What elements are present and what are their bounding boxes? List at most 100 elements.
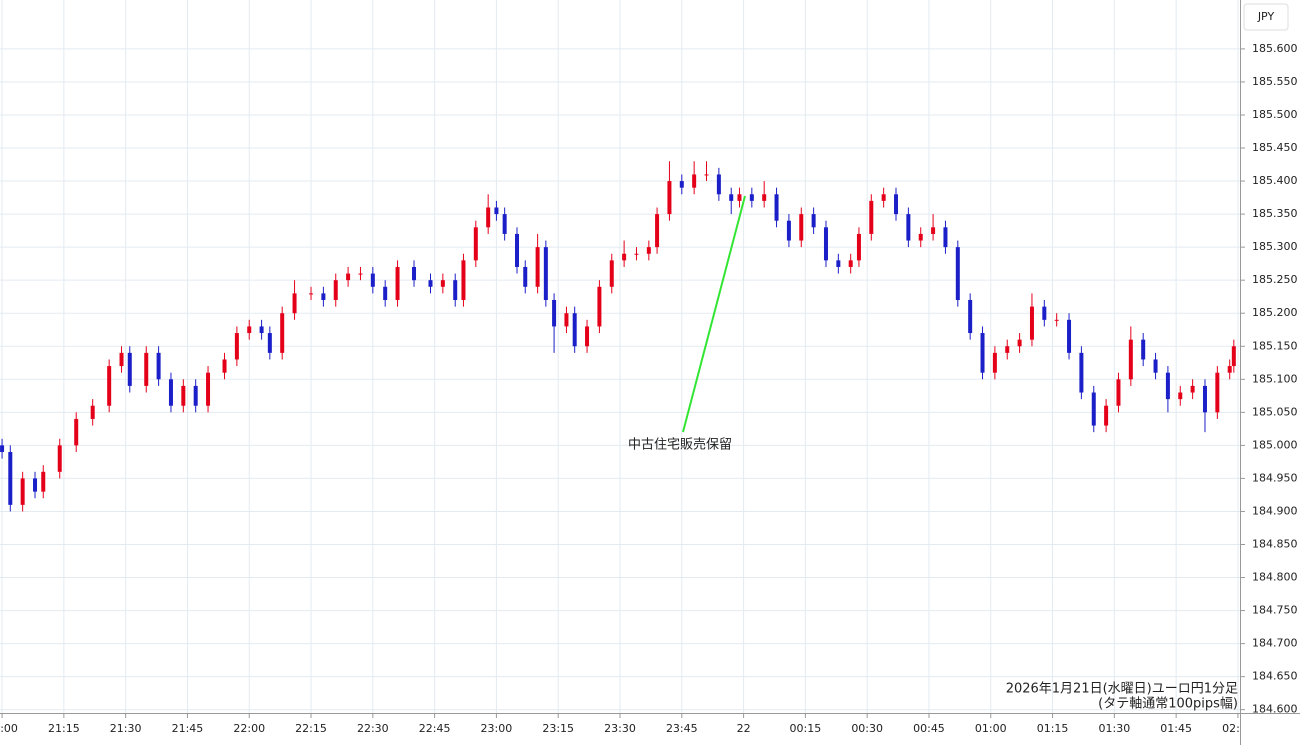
- candle-body: [634, 253, 639, 255]
- x-tick-label: 22:15: [295, 722, 327, 735]
- candle-body: [0, 445, 5, 452]
- candle-body: [1190, 385, 1195, 393]
- x-tick-label: 21:15: [48, 722, 80, 735]
- x-tick-label: 01:15: [1037, 722, 1069, 735]
- x-tick-label: 23:30: [604, 722, 636, 735]
- candle-body: [502, 214, 507, 234]
- candle-body: [193, 385, 198, 406]
- annotation-pointer: [682, 195, 746, 433]
- candle-body: [1202, 385, 1207, 413]
- candle-body: [655, 214, 660, 248]
- x-tick-label: 21:00: [0, 722, 18, 735]
- candle-body: [774, 194, 779, 221]
- annotation: 中古住宅販売保留: [628, 437, 732, 453]
- y-tick-label: 184.800: [1252, 571, 1298, 584]
- y-tick-label: 185.400: [1252, 174, 1298, 187]
- x-tick-label: 01:30: [1099, 722, 1131, 735]
- candle-body: [346, 273, 351, 281]
- y-tick-label: 185.100: [1252, 372, 1298, 385]
- candle-body: [156, 352, 161, 380]
- candle-body: [906, 214, 911, 241]
- candle-body: [704, 174, 709, 176]
- x-tick-label: 23:15: [542, 722, 574, 735]
- candle-body: [259, 326, 264, 334]
- caption: (タテ軸通常100pips幅): [1098, 697, 1238, 712]
- candle-body: [1005, 346, 1010, 353]
- candle-body: [811, 214, 816, 228]
- candle-body: [609, 260, 614, 287]
- candle-body: [1165, 372, 1170, 400]
- candle-body: [622, 253, 627, 261]
- candle-body: [1104, 405, 1109, 426]
- candle-body: [181, 385, 186, 406]
- y-tick-label: 185.200: [1252, 306, 1298, 319]
- candle-body: [762, 194, 767, 201]
- axis-label: JPY: [1257, 10, 1275, 23]
- y-tick-label: 185.450: [1252, 141, 1298, 154]
- x-tick-label: 23:45: [666, 722, 698, 735]
- candle-body: [494, 207, 499, 215]
- candle-body: [1153, 359, 1158, 373]
- candle-body: [968, 300, 973, 334]
- x-tick-label: 01:00: [975, 722, 1007, 735]
- candle-body: [280, 313, 285, 353]
- candle-body: [206, 372, 211, 406]
- candle-body: [395, 266, 400, 301]
- x-tick-label: 21:45: [172, 722, 204, 735]
- x-tick-label: 01:45: [1160, 722, 1192, 735]
- candle-body: [980, 333, 985, 373]
- candle-body: [358, 273, 363, 275]
- candle-body: [823, 227, 828, 261]
- candle-body: [564, 313, 569, 327]
- candle-body: [572, 313, 577, 347]
- candle-body: [848, 260, 853, 267]
- y-tick-label: 184.900: [1252, 504, 1298, 517]
- candle-body: [1231, 346, 1236, 367]
- x-tick-label: 00:30: [851, 722, 883, 735]
- x-tick-label: 00:15: [790, 722, 822, 735]
- candle-body: [515, 233, 520, 267]
- candle-body: [1227, 366, 1232, 373]
- candle-body: [692, 174, 697, 188]
- candle-body: [20, 478, 25, 505]
- candle-body: [943, 227, 948, 248]
- candle-body: [737, 194, 742, 201]
- candle-body: [428, 280, 433, 287]
- y-tick-label: 185.550: [1252, 75, 1298, 88]
- candle-body: [749, 194, 754, 201]
- candle-body: [543, 247, 548, 301]
- candle-body: [1054, 319, 1059, 321]
- candle-body: [836, 260, 841, 267]
- candle-body: [1042, 306, 1047, 320]
- x-tick-label: 22:45: [419, 722, 451, 735]
- candle-body: [127, 352, 132, 386]
- candle-body: [1091, 392, 1096, 426]
- candle-body: [440, 280, 445, 287]
- candle-body: [247, 326, 252, 334]
- candle-body: [90, 405, 95, 419]
- y-tick-label: 184.600: [1252, 703, 1298, 716]
- y-tick-label: 184.850: [1252, 537, 1298, 550]
- candle-body: [1215, 372, 1220, 413]
- caption: 2026年1月21日(水曜日)ユーロ円1分足: [1006, 682, 1238, 697]
- candle-body: [412, 266, 417, 281]
- candle-body: [716, 174, 721, 195]
- candle-body: [585, 326, 590, 347]
- y-tick-label: 185.300: [1252, 240, 1298, 253]
- y-tick-label: 185.000: [1252, 438, 1298, 451]
- candle-body: [41, 471, 46, 492]
- candle-body: [33, 478, 38, 492]
- candle-body: [333, 280, 338, 301]
- candle-body: [1128, 339, 1133, 380]
- candle-body: [1017, 339, 1022, 347]
- candle-body: [799, 214, 804, 241]
- candle-body: [992, 352, 997, 373]
- candle-body: [119, 352, 124, 367]
- candle-body: [8, 451, 13, 505]
- candle-body: [918, 233, 923, 241]
- candle-body: [1067, 319, 1072, 353]
- x-tick-label: 21:30: [110, 722, 142, 735]
- x-tick-label: 23:00: [481, 722, 513, 735]
- candle-body: [461, 260, 466, 301]
